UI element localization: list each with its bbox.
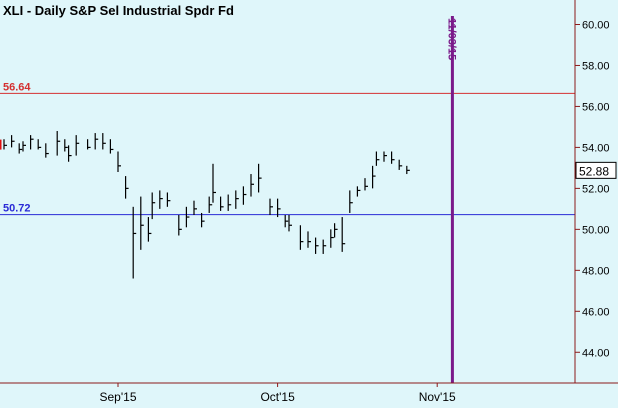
y-tick-label: 56.00 (582, 101, 610, 113)
y-tick-label: 44.00 (582, 347, 610, 359)
y-tick-label: 48.00 (582, 265, 610, 277)
y-tick-label: 52.00 (582, 183, 610, 195)
y-tick-label: 60.00 (582, 19, 610, 31)
y-tick-label: 50.00 (582, 224, 610, 236)
y-tick-label: 54.00 (582, 142, 610, 154)
last-price-label: 52.88 (579, 164, 609, 178)
x-tick-label: Nov'15 (419, 390, 456, 404)
x-tick-label: Oct'15 (260, 390, 295, 404)
vertical-date-label: 11/03/15 (445, 18, 457, 60)
x-tick-label: Sep'15 (100, 390, 137, 404)
horizontal-line-label: 50.72 (3, 203, 31, 215)
chart-title: XLI - Daily S&P Sel Industrial Spdr Fd (3, 3, 234, 18)
horizontal-line-label: 56.64 (3, 81, 31, 93)
y-tick-label: 46.00 (582, 306, 610, 318)
y-tick-label: 58.00 (582, 60, 610, 72)
last-price-box (575, 161, 617, 179)
